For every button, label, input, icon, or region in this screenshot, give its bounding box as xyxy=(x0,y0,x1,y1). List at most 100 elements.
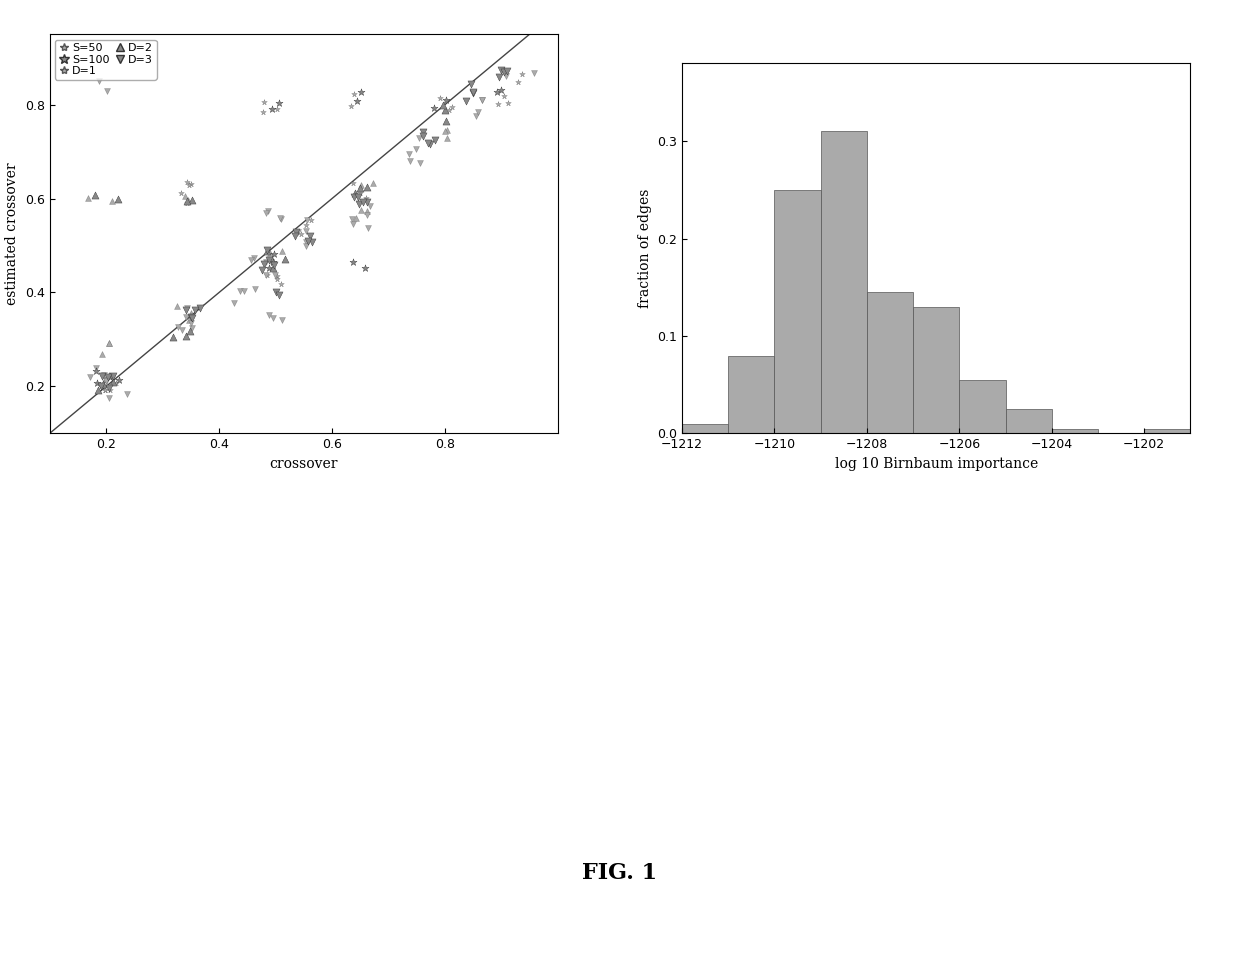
Point xyxy=(257,267,277,282)
Point xyxy=(341,98,361,114)
Point xyxy=(496,68,516,84)
Point xyxy=(345,185,365,201)
Bar xyxy=(960,380,1006,433)
Point xyxy=(176,300,196,316)
Point xyxy=(435,113,455,129)
Point xyxy=(420,135,440,151)
Point xyxy=(259,260,279,276)
Point xyxy=(103,374,123,390)
Point xyxy=(181,310,201,325)
Point xyxy=(491,83,511,98)
Point xyxy=(270,211,290,227)
Point xyxy=(270,277,290,292)
Point xyxy=(296,223,316,239)
Point xyxy=(356,191,376,206)
Point xyxy=(264,257,284,273)
Point xyxy=(424,100,444,116)
Point xyxy=(176,188,196,204)
Point xyxy=(177,194,197,209)
Point xyxy=(182,320,202,336)
Point xyxy=(253,104,273,120)
Point xyxy=(262,251,281,267)
Point xyxy=(177,195,197,210)
Point xyxy=(461,77,481,93)
Point xyxy=(233,283,253,299)
Point xyxy=(263,254,283,270)
Point xyxy=(103,369,123,385)
Point xyxy=(497,63,517,79)
Point xyxy=(172,321,192,337)
Point xyxy=(495,63,515,79)
Point xyxy=(494,89,513,104)
Point xyxy=(345,87,365,102)
Point xyxy=(353,194,373,209)
Point xyxy=(100,369,120,385)
Point xyxy=(409,156,429,171)
Point xyxy=(268,100,288,116)
Bar xyxy=(728,356,775,433)
Point xyxy=(413,129,433,144)
Point xyxy=(357,179,377,195)
Point xyxy=(357,195,377,210)
Point xyxy=(350,185,370,201)
Point xyxy=(97,372,117,388)
Point xyxy=(181,176,201,192)
Point xyxy=(413,124,433,139)
X-axis label: log 10 Birnbaum importance: log 10 Birnbaum importance xyxy=(835,457,1038,470)
Point xyxy=(430,91,450,106)
Point xyxy=(257,267,277,282)
Point xyxy=(286,224,306,240)
Point xyxy=(92,368,112,384)
Point xyxy=(409,131,429,146)
Point xyxy=(176,309,196,324)
Point xyxy=(435,102,455,118)
Point xyxy=(269,287,289,303)
Point xyxy=(98,83,118,98)
Point xyxy=(435,124,455,139)
Point xyxy=(244,281,264,297)
Point xyxy=(525,65,544,81)
Bar xyxy=(1145,429,1190,433)
Point xyxy=(176,328,196,344)
Point xyxy=(267,271,286,286)
Point xyxy=(95,372,115,388)
Point xyxy=(270,210,290,226)
Point xyxy=(343,254,363,270)
Point xyxy=(241,252,260,268)
Point xyxy=(296,212,316,228)
Point xyxy=(94,382,114,397)
Point xyxy=(358,220,378,236)
Point xyxy=(86,363,105,379)
Point xyxy=(300,228,320,244)
Point xyxy=(108,192,128,207)
Point xyxy=(100,382,120,397)
Y-axis label: estimated crossover: estimated crossover xyxy=(5,163,19,305)
Point xyxy=(489,95,508,111)
Point xyxy=(290,227,310,243)
Point xyxy=(254,256,274,272)
Bar xyxy=(867,292,913,433)
Point xyxy=(351,203,371,218)
Point xyxy=(467,104,487,120)
Point xyxy=(262,101,281,117)
Point xyxy=(98,370,118,386)
Point xyxy=(117,387,136,402)
Point xyxy=(257,206,277,221)
Point xyxy=(436,131,456,146)
Point xyxy=(464,85,484,100)
Point xyxy=(347,94,367,109)
Point xyxy=(89,73,109,89)
Point xyxy=(262,254,281,270)
Point xyxy=(171,185,191,201)
Point xyxy=(162,329,182,345)
Bar xyxy=(775,190,821,433)
Point xyxy=(181,306,201,321)
Point xyxy=(285,229,305,244)
Point xyxy=(182,310,202,325)
Point xyxy=(288,224,308,240)
Point xyxy=(180,312,200,327)
Text: FIG. 1: FIG. 1 xyxy=(583,862,657,884)
Point xyxy=(351,85,371,100)
Point xyxy=(443,99,463,115)
Point xyxy=(425,132,445,148)
